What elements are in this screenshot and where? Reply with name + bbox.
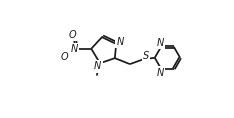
Text: N: N xyxy=(157,68,164,78)
Text: N: N xyxy=(116,37,124,47)
Text: N: N xyxy=(71,44,78,54)
Text: N: N xyxy=(94,61,101,72)
Text: O: O xyxy=(69,30,76,40)
Text: S: S xyxy=(143,51,149,61)
Text: O: O xyxy=(60,52,68,62)
Text: N: N xyxy=(157,38,164,48)
